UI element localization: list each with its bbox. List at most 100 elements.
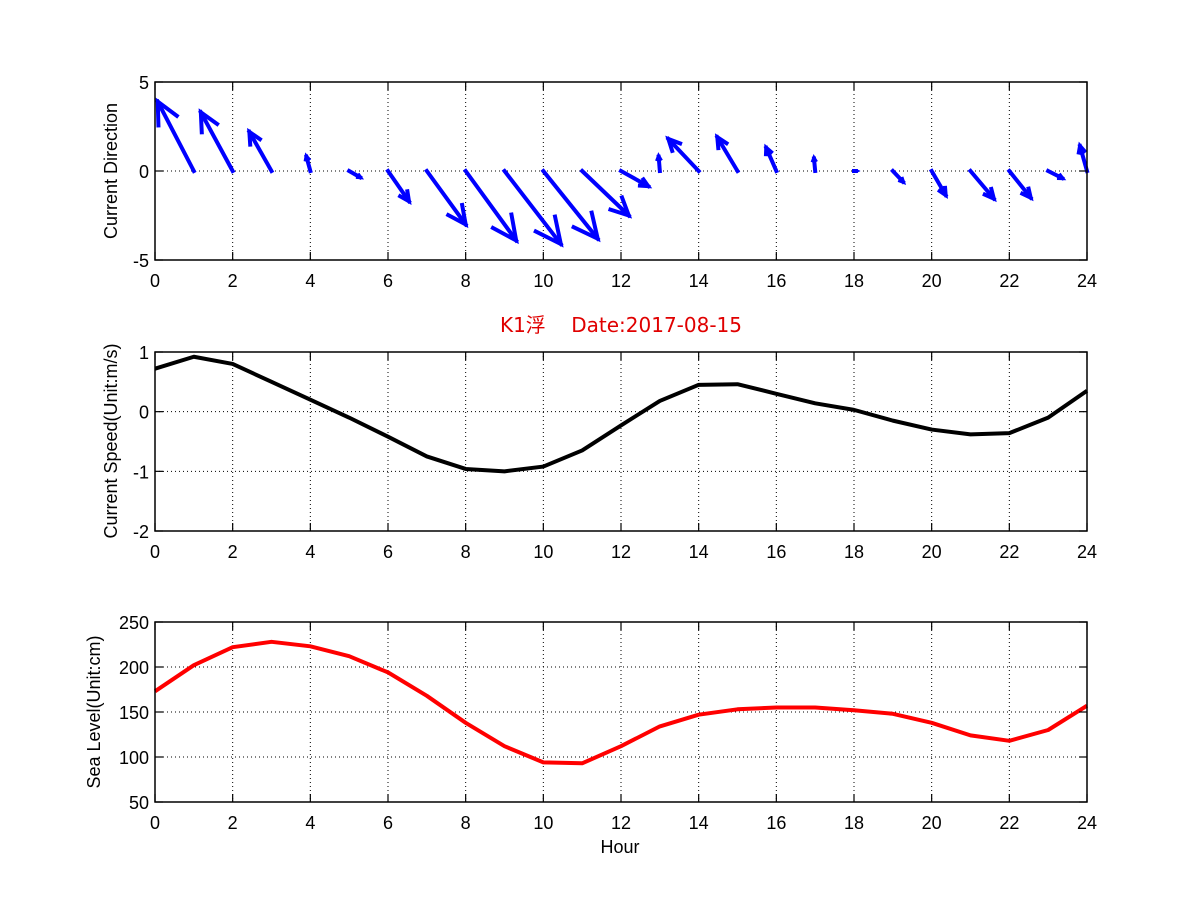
y-axis-label: Current Speed(Unit:m/s): [101, 343, 121, 538]
quiver-arrow: [540, 168, 601, 243]
arrow-head: [982, 186, 997, 203]
quiver-arrow: [655, 152, 663, 174]
x-tick-label: 8: [461, 271, 471, 291]
arrow-head: [607, 194, 633, 219]
arrow-shaft: [714, 134, 741, 174]
quiver-arrow: [155, 97, 197, 174]
current-direction-axes: Current Direction 0 2 4 6 8 10 12 14 16 18 20 22 24-…: [101, 73, 1097, 291]
plot-area: [155, 352, 1087, 531]
arrow-head: [637, 176, 653, 189]
x-tick-label: 24: [1077, 813, 1097, 833]
arrow-head: [854, 168, 861, 174]
arrow-head: [533, 214, 564, 248]
y-tick-label: 0: [139, 403, 149, 423]
arrow-shaft: [665, 136, 702, 174]
quiver-arrow: [967, 168, 997, 203]
arrow-shaft: [155, 98, 197, 174]
x-tick-label: 18: [844, 271, 864, 291]
arrow-head: [397, 188, 412, 206]
quiver-arrow: [385, 168, 412, 206]
y-tick-label: 250: [119, 613, 149, 633]
x-tick-label: 18: [844, 813, 864, 833]
quiver-arrow: [665, 135, 702, 174]
arrow-head: [490, 212, 519, 245]
arrow-head: [810, 153, 818, 164]
quiver-arrow: [810, 153, 818, 174]
arrow-head: [445, 202, 469, 229]
y-axis-label: Sea Level(Unit:cm): [84, 635, 104, 788]
arrow-shaft: [501, 168, 564, 247]
x-axis-label: Hour: [600, 837, 639, 857]
x-tick-label: 18: [844, 542, 864, 562]
x-tick-label: 24: [1077, 271, 1097, 291]
y-tick-label: 5: [139, 73, 149, 93]
x-tick-label: 4: [305, 542, 315, 562]
arrow-head: [303, 152, 312, 162]
y-tick-label: 1: [139, 343, 149, 363]
arrow-shaft: [928, 168, 949, 198]
x-tick-label: 14: [689, 813, 709, 833]
x-tick-label: 4: [305, 813, 315, 833]
arrow-shaft: [246, 129, 275, 174]
x-tick-label: 12: [611, 813, 631, 833]
y-axis-label: Current Direction: [101, 103, 121, 239]
quiver-arrow: [763, 143, 779, 174]
x-tick-label: 6: [383, 813, 393, 833]
quiver-arrow: [1006, 168, 1034, 202]
arrow-head: [355, 172, 365, 180]
arrow-head: [1019, 186, 1034, 202]
arrow-shaft: [462, 168, 519, 244]
arrow-shaft: [579, 168, 632, 219]
quiver-arrow: [1076, 141, 1090, 174]
arrow-head: [198, 108, 220, 135]
x-tick-label: 2: [228, 271, 238, 291]
arrow-shaft: [540, 168, 601, 242]
x-tick-label: 24: [1077, 542, 1097, 562]
y-tick-label: 200: [119, 658, 149, 678]
arrow-shaft: [618, 168, 651, 189]
arrow-head: [247, 127, 263, 147]
quiver-arrow: [346, 168, 365, 180]
y-tick-label: -2: [133, 522, 149, 542]
arrow-head: [1056, 172, 1067, 181]
arrow-head: [763, 143, 774, 157]
x-tick-label: 16: [766, 271, 786, 291]
arrow-shaft: [424, 168, 469, 228]
x-tick-label: 0: [150, 813, 160, 833]
x-tick-label: 10: [533, 271, 553, 291]
x-tick-label: 20: [922, 813, 942, 833]
arrow-head: [570, 210, 601, 243]
x-tick-label: 20: [922, 542, 942, 562]
x-tick-label: 6: [383, 542, 393, 562]
x-tick-label: 16: [766, 813, 786, 833]
arrow-head: [897, 176, 907, 186]
x-tick-label: 2: [228, 813, 238, 833]
quiver-arrow: [579, 168, 633, 219]
y-tick-label: 150: [119, 703, 149, 723]
x-tick-label: 2: [228, 542, 238, 562]
current-speed-axes: Current Speed(Unit:m/s) 0 2 4 6 8 10 12 14 16 18 2…: [101, 343, 1097, 562]
quiver-arrow: [501, 168, 564, 248]
arrow-head: [665, 135, 683, 154]
quiver-arrow: [852, 168, 861, 174]
arrow-shaft: [967, 168, 997, 202]
x-tick-label: 10: [533, 542, 553, 562]
y-tick-label: 100: [119, 748, 149, 768]
arrow-shaft: [1006, 168, 1034, 201]
arrow-head: [936, 185, 948, 200]
quiver-arrow: [890, 168, 907, 186]
y-tick-label: 50: [129, 793, 149, 813]
arrow-head: [655, 152, 663, 162]
arrow-shaft: [385, 168, 412, 205]
figure-title: K1浮 Date:2017-08-15: [500, 313, 742, 337]
y-tick-label: -5: [133, 251, 149, 271]
x-tick-label: 4: [305, 271, 315, 291]
x-tick-label: 6: [383, 271, 393, 291]
x-tick-label: 12: [611, 542, 631, 562]
x-tick-label: 14: [689, 271, 709, 291]
x-tick-label: 14: [689, 542, 709, 562]
quiver-arrow: [303, 152, 313, 174]
x-tick-label: 22: [999, 271, 1019, 291]
quiver-arrow: [198, 108, 236, 174]
